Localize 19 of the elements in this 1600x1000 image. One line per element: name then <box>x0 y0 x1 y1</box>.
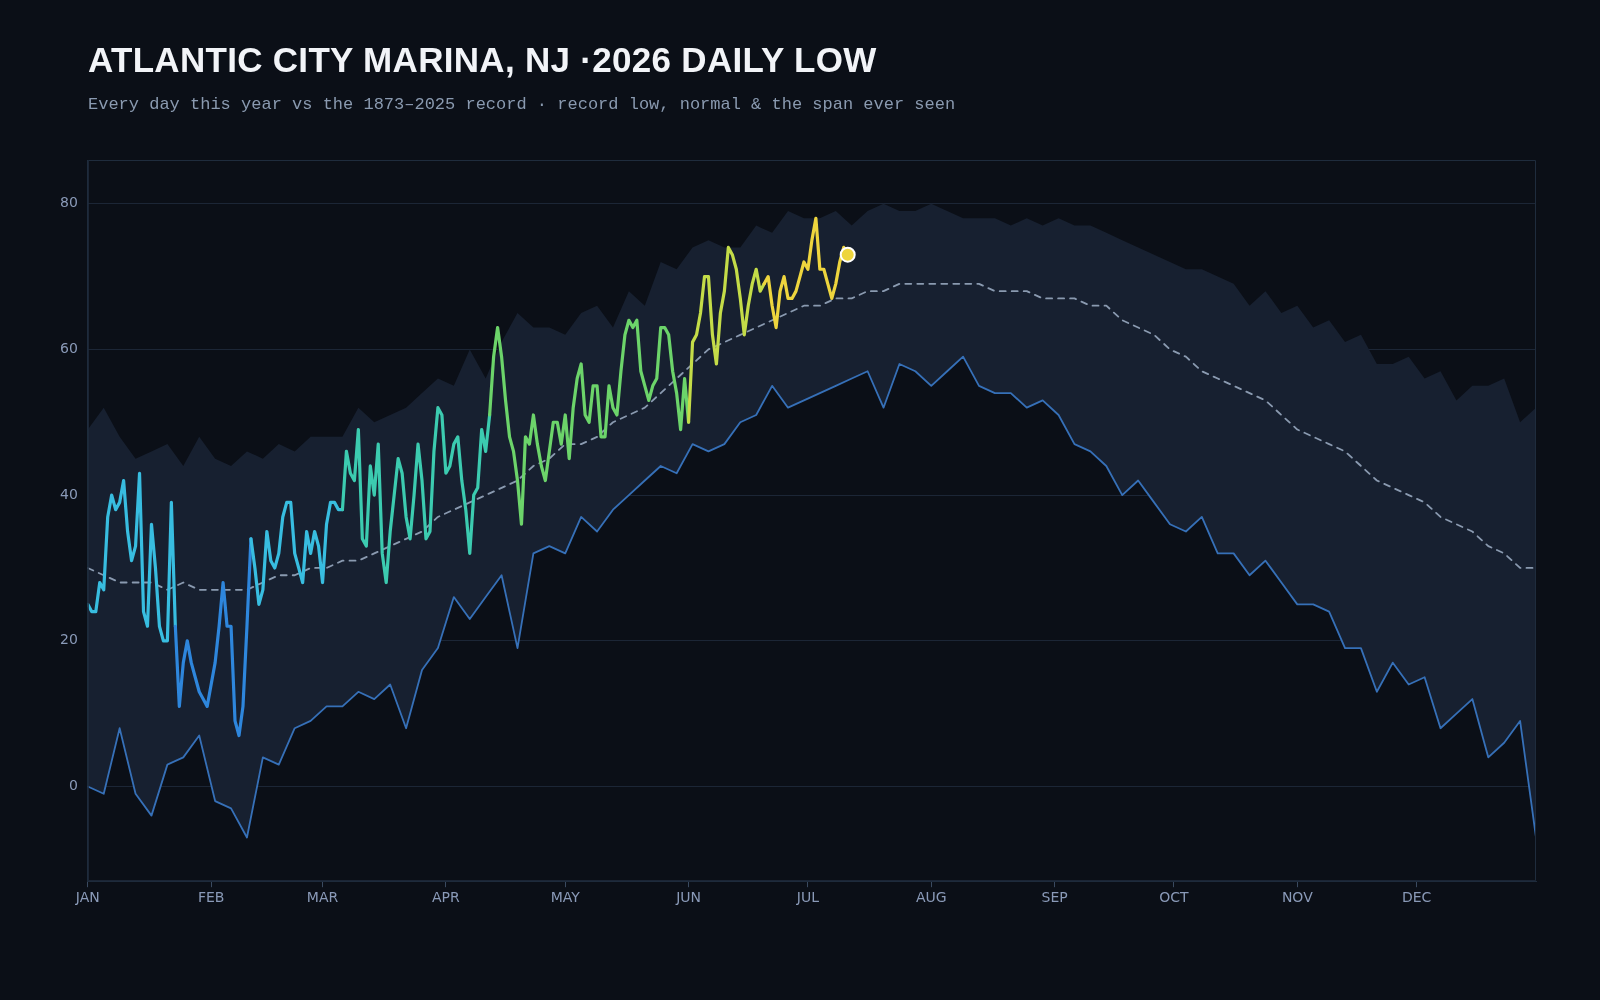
y-tick-label: 60 <box>59 340 78 357</box>
x-tick-label: DEC <box>1401 889 1432 906</box>
y-tick-label: 20 <box>59 631 78 648</box>
x-tick-label: MAR <box>306 889 339 906</box>
x-tick-label: JUN <box>675 889 701 906</box>
chart-title: ATLANTIC CITY MARINA, NJ ·2026 DAILY LOW <box>88 40 877 80</box>
y-tick-label: 40 <box>59 485 78 502</box>
x-tick-label: AUG <box>915 889 947 906</box>
x-tick-label: JAN <box>74 889 100 906</box>
x-tick-label: FEB <box>197 889 225 906</box>
y-tick-label: 0 <box>68 777 78 794</box>
x-tick-label: MAY <box>550 889 581 906</box>
x-tick-label: APR <box>432 889 461 906</box>
x-tick-label: OCT <box>1159 889 1190 906</box>
chart-subtitle: Every day this year vs the 1873–2025 record · record low, normal & the span ever seen <box>88 95 956 114</box>
x-tick-label: SEP <box>1041 889 1068 906</box>
x-tick-label: NOV <box>1281 889 1314 906</box>
y-tick-label: 80 <box>59 194 78 211</box>
x-tick-label: JUL <box>795 889 820 906</box>
